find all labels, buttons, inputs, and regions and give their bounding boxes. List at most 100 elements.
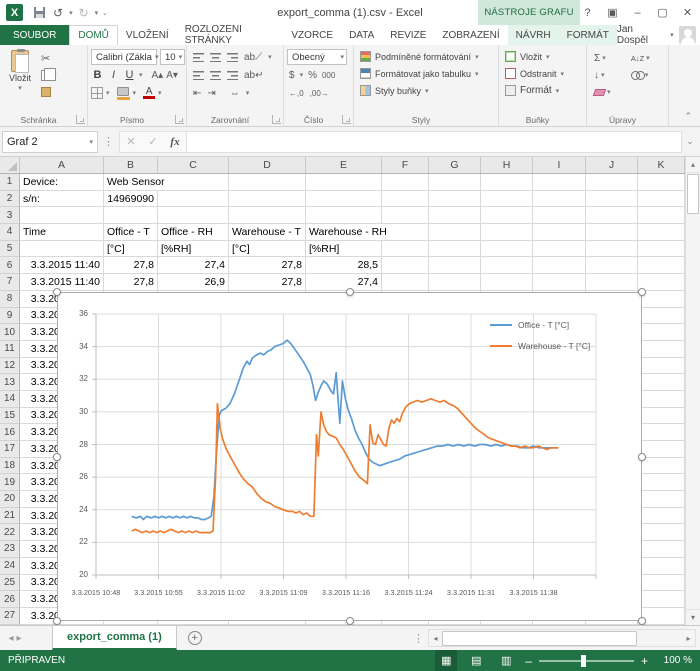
row-header-9[interactable]: 9 [0,307,20,325]
add-sheet-button[interactable]: + [177,626,213,650]
cell-K14[interactable] [638,390,685,408]
align-bottom-icon[interactable] [227,52,238,62]
cell-H7[interactable] [481,274,533,291]
cell-D7[interactable]: 27,8 [229,274,306,291]
vertical-scroll-track[interactable] [686,215,700,609]
cell-B5[interactable]: [°C] [104,240,158,258]
cell-C7[interactable]: 26,9 [158,274,229,291]
cut-button[interactable]: ✂ [41,51,57,65]
cell-B6[interactable]: 27,8 [104,257,158,275]
cell-K5[interactable] [638,240,685,258]
cell-I5[interactable] [533,240,586,258]
fill-color-button[interactable] [116,86,130,100]
find-select-button[interactable]: ▾ [630,67,664,83]
column-header-H[interactable]: H [481,157,533,173]
formula-bar-handle-icon[interactable]: ⋮ [103,136,114,148]
column-header-A[interactable]: A [20,157,104,173]
column-header-C[interactable]: C [158,157,229,173]
cell-F4[interactable] [382,224,429,241]
cell-I1[interactable] [533,174,586,191]
redo-dropdown-icon[interactable]: ▾ [94,9,99,17]
zoom-slider-thumb[interactable] [580,654,586,667]
wrap-text-icon[interactable]: ab↵ [244,69,264,81]
cell-K24[interactable] [638,557,685,575]
cell-K7[interactable] [638,274,685,291]
chart[interactable]: Office - T [°C] Warehouse - T [°C] 36 34 32… [57,292,642,621]
copy-button[interactable]: ▾ [41,67,57,82]
insert-cells-button[interactable]: Vložit ▾ [505,48,584,65]
insert-function-icon[interactable]: fx [170,135,180,148]
chart-resize-handle[interactable] [53,288,61,296]
column-header-D[interactable]: D [229,157,306,173]
cell-styles-button[interactable]: Styly buňky ▾ [360,82,496,99]
column-header-B[interactable]: B [104,157,158,173]
cell-E1[interactable] [306,174,382,191]
view-normal-icon[interactable]: ▦ [435,650,458,671]
cell-J2[interactable] [586,190,638,208]
tab-zobrazení[interactable]: ZOBRAZENÍ [442,29,500,41]
grow-font-icon[interactable]: A▴ [151,69,164,81]
number-format-combo[interactable]: Obecný ▾ [287,49,347,65]
shrink-font-icon[interactable]: A▾ [166,69,178,81]
cell-G4[interactable] [429,224,481,241]
formula-bar-expand-icon[interactable]: ⌄ [686,136,694,146]
sort-filter-button[interactable]: A↓Z ▾ [630,53,650,63]
font-size-combo[interactable]: 10 ▾ [160,49,186,65]
user-dropdown-icon[interactable]: ▾ [670,32,674,39]
row-header-8[interactable]: 8 [0,290,20,308]
cell-C6[interactable]: 27,4 [158,257,229,275]
cell-B1[interactable]: Web Sensor [104,174,165,191]
borders-icon[interactable] [91,87,103,99]
cell-F7[interactable] [382,274,429,291]
qat-customize-icon[interactable]: ⌄ [102,9,109,17]
tab-vložení[interactable]: VLOŽENÍ [125,29,169,41]
underline-button[interactable]: U [125,69,134,81]
delete-cells-button[interactable]: Odstranit ▾ [505,65,584,82]
column-header-J[interactable]: J [586,157,638,173]
cell-K18[interactable] [638,457,685,475]
row-header-11[interactable]: 11 [0,340,20,358]
chart-resize-handle[interactable] [638,452,646,461]
cell-K26[interactable] [638,591,685,608]
help-icon[interactable]: ? [584,6,591,19]
cell-K21[interactable] [638,507,685,525]
row-header-5[interactable]: 5 [0,240,20,258]
font-name-combo[interactable]: Calibri (Zákla ▾ [91,49,158,65]
cell-C5[interactable]: [%RH] [158,240,229,258]
cell-K2[interactable] [638,190,685,208]
row-header-4[interactable]: 4 [0,224,20,241]
underline-dropdown-icon[interactable]: ▾ [139,72,143,79]
row-header-12[interactable]: 12 [0,357,20,375]
row-header-23[interactable]: 23 [0,541,20,558]
zoom-percentage[interactable]: 100 % [663,655,692,666]
cell-E2[interactable] [306,190,382,208]
cell-K19[interactable] [638,474,685,492]
conditional-formatting-button[interactable]: Podmíněné formátování ▾ [360,48,496,65]
align-middle-icon[interactable] [210,52,221,62]
cell-K13[interactable] [638,374,685,391]
cell-H5[interactable] [481,240,533,258]
chart-resize-handle[interactable] [53,617,61,625]
cell-F6[interactable] [382,257,429,275]
enter-icon[interactable]: ✓ [148,136,158,148]
cell-K10[interactable] [638,324,685,341]
cell-G5[interactable] [429,240,481,258]
cell-I7[interactable] [533,274,586,291]
row-header-6[interactable]: 6 [0,257,20,275]
cell-A1[interactable]: Device: [20,174,104,191]
account-area[interactable]: Jan Dospěl ▾ [617,24,700,46]
cell-C1[interactable] [158,174,229,191]
cell-D5[interactable]: [°C] [229,240,306,258]
cell-D4[interactable]: Warehouse - T [229,224,306,241]
tab-soubor[interactable]: SOUBOR [0,25,70,45]
name-box-dropdown-icon[interactable]: ▾ [89,138,93,146]
clear-button[interactable]: ▾ [592,84,625,100]
sheet-tab-active[interactable]: export_comma (1) [52,626,177,650]
cell-K12[interactable] [638,357,685,375]
increase-indent-icon[interactable]: ⇥ [207,87,216,99]
tab-rozložení-stránky[interactable]: ROZLOŽENÍ STRÁNKY [184,24,242,46]
cell-E6[interactable]: 28,5 [306,257,382,275]
legend-item[interactable]: Warehouse - T [°C] [490,341,590,351]
chart-legend[interactable]: Office - T [°C] Warehouse - T [°C] [490,320,590,351]
cell-E3[interactable] [306,207,382,225]
